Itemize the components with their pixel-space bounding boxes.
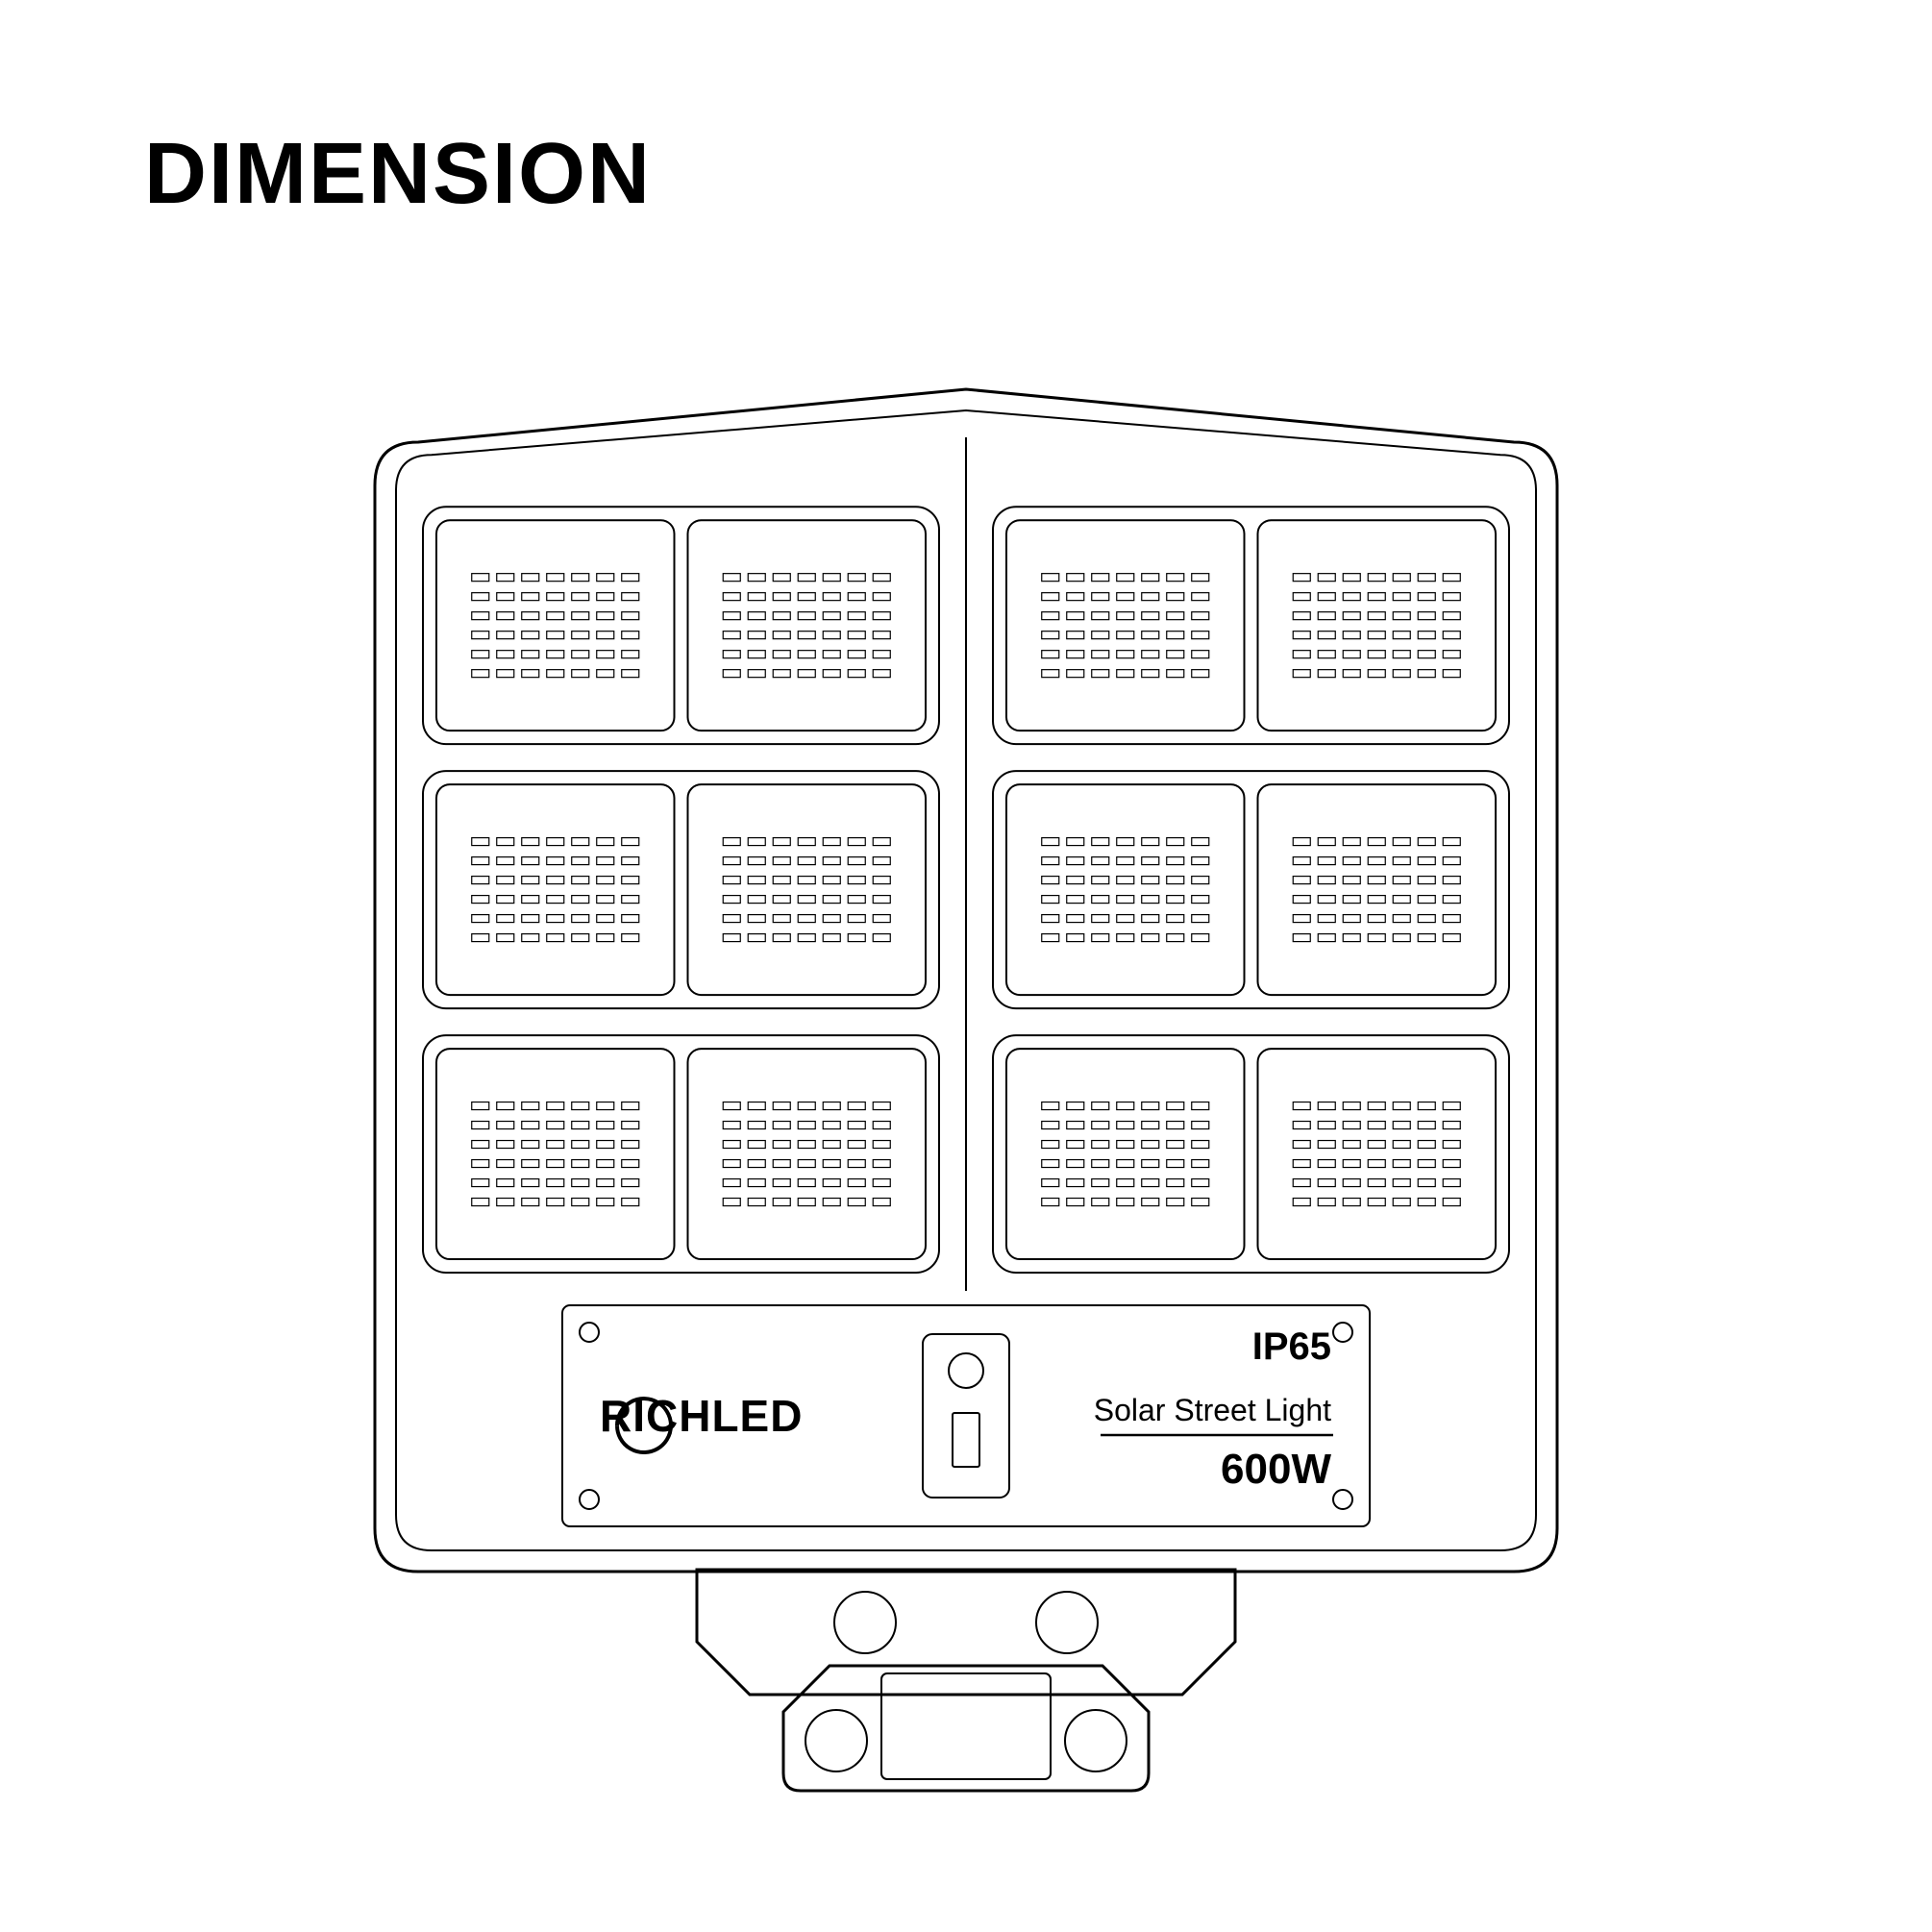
product-name: Solar Street Light [1094, 1393, 1331, 1427]
led-module [423, 771, 939, 1008]
wattage: 600W [1221, 1446, 1331, 1493]
label-plate: RICHLED IP65 Solar Street Light 600W [562, 1305, 1370, 1526]
product-diagram: RICHLED IP65 Solar Street Light 600W [0, 0, 1932, 1932]
brand-logo: RICHLED [600, 1391, 803, 1452]
led-module [993, 771, 1509, 1008]
mount-bracket [697, 1570, 1235, 1791]
led-module [423, 1035, 939, 1273]
led-module [993, 507, 1509, 744]
ip-rating: IP65 [1252, 1325, 1331, 1368]
brand-text: RICHLED [600, 1391, 803, 1441]
led-module [423, 507, 939, 744]
page-title: DIMENSION [144, 125, 652, 224]
led-module [993, 1035, 1509, 1273]
